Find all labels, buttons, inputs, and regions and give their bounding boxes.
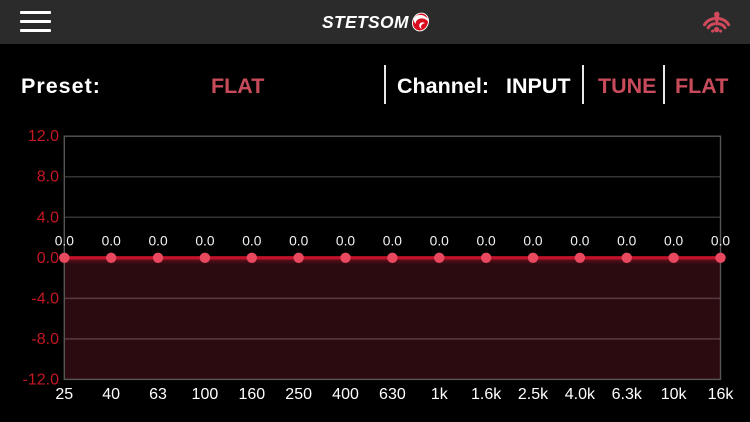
svg-text:-8.0: -8.0 [31, 331, 59, 348]
svg-text:0.0: 0.0 [336, 234, 356, 249]
svg-text:1.6k: 1.6k [471, 386, 502, 403]
svg-text:0.0: 0.0 [570, 234, 590, 249]
svg-text:16k: 16k [708, 386, 735, 403]
svg-text:0.0: 0.0 [37, 250, 59, 267]
svg-text:25: 25 [55, 386, 73, 403]
svg-text:0.0: 0.0 [711, 234, 731, 249]
svg-text:0.0: 0.0 [102, 234, 122, 249]
svg-text:-4.0: -4.0 [31, 290, 59, 307]
svg-text:63: 63 [149, 386, 167, 403]
svg-text:4.0k: 4.0k [565, 386, 596, 403]
svg-text:0.0: 0.0 [523, 234, 543, 249]
svg-text:160: 160 [238, 386, 265, 403]
svg-text:630: 630 [379, 386, 406, 403]
svg-text:400: 400 [332, 386, 359, 403]
svg-text:0.0: 0.0 [242, 234, 262, 249]
svg-text:0.0: 0.0 [477, 234, 497, 249]
svg-text:40: 40 [102, 386, 120, 403]
svg-text:100: 100 [192, 386, 219, 403]
svg-text:8.0: 8.0 [37, 169, 59, 186]
svg-text:0.0: 0.0 [617, 234, 637, 249]
svg-text:0.0: 0.0 [289, 234, 309, 249]
svg-text:250: 250 [285, 386, 312, 403]
svg-text:0.0: 0.0 [383, 234, 403, 249]
svg-text:1k: 1k [431, 386, 449, 403]
svg-text:0.0: 0.0 [195, 234, 215, 249]
svg-text:10k: 10k [661, 386, 688, 403]
svg-text:4.0: 4.0 [37, 209, 59, 226]
svg-text:-12.0: -12.0 [23, 371, 60, 388]
svg-text:6.3k: 6.3k [612, 386, 643, 403]
svg-text:0.0: 0.0 [148, 234, 168, 249]
svg-text:0.0: 0.0 [430, 234, 450, 249]
svg-text:0.0: 0.0 [55, 234, 75, 249]
svg-text:0.0: 0.0 [664, 234, 684, 249]
svg-text:2.5k: 2.5k [518, 386, 549, 403]
svg-text:12.0: 12.0 [28, 128, 59, 145]
